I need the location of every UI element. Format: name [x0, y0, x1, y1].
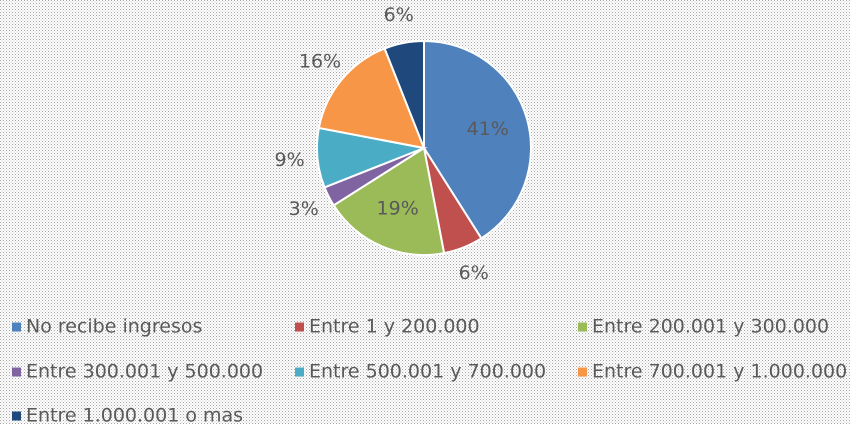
legend-swatch — [12, 367, 21, 377]
data-label: 41% — [467, 118, 509, 140]
pie-slice — [383, 39, 425, 149]
data-label: 19% — [377, 197, 419, 219]
legend-label: Entre 1.000.001 o mas — [26, 405, 243, 425]
legend-swatch — [12, 411, 21, 421]
legend-label: Entre 500.001 y 700.000 — [309, 361, 546, 383]
legend-label: Entre 700.001 y 1.000.000 — [592, 361, 847, 383]
legend-label: Entre 1 y 200.000 — [309, 316, 480, 338]
legend-label: Entre 300.001 y 500.000 — [26, 361, 263, 383]
legend-swatch — [578, 322, 587, 332]
legend-label: No recibe ingresos — [26, 316, 202, 338]
legend-label: Entre 200.001 y 300.000 — [592, 316, 829, 338]
pie-slice — [317, 47, 426, 150]
pie-slice — [332, 146, 446, 256]
data-label: 3% — [289, 198, 319, 220]
data-label: 16% — [299, 50, 341, 72]
data-label: 9% — [275, 149, 305, 171]
data-label: 6% — [459, 262, 489, 284]
legend-swatch — [12, 322, 21, 332]
legend-swatch — [578, 367, 587, 377]
data-label: 6% — [384, 4, 414, 26]
legend-swatch — [295, 367, 304, 377]
legend-swatch — [295, 322, 304, 332]
